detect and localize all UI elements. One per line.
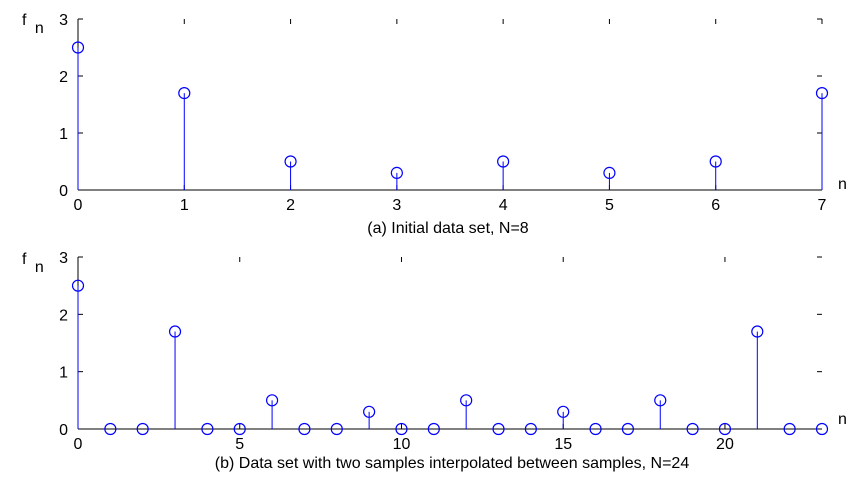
panel-a-plot: 0 1 2 3 0 1 2 3 4 5 6 7 — [59, 12, 829, 214]
panel-a-xlabel: n — [838, 176, 847, 193]
x-tick-label: 7 — [818, 197, 827, 214]
y-tick-label: 3 — [59, 12, 68, 29]
x-tick-label: 20 — [716, 436, 734, 453]
panel-b-ylabel: f n — [22, 251, 44, 276]
stem-marker — [71, 279, 85, 292]
stem-marker — [589, 422, 602, 436]
x-tick-label: 1 — [180, 197, 189, 214]
y-tick-label: 1 — [59, 126, 68, 143]
x-tick-label: 2 — [286, 197, 295, 214]
panel-a-ylabel-main: f — [22, 12, 27, 29]
y-tick-label: 0 — [59, 183, 68, 200]
panel-b-ylabel-main: f — [22, 251, 27, 268]
panel-a-caption: (a) Initial data set, N=8 — [367, 220, 529, 237]
panel-b-caption: (b) Data set with two samples interpolat… — [215, 455, 690, 472]
stem-marker — [298, 422, 311, 436]
stem-marker — [201, 422, 214, 436]
stem-marker — [621, 422, 635, 436]
y-tick-label: 2 — [59, 69, 68, 86]
stem-marker — [136, 422, 149, 436]
x-tick-label: 0 — [74, 436, 83, 453]
stem-marker — [427, 422, 440, 436]
stem-marker — [168, 325, 182, 338]
x-tick-label: 0 — [74, 197, 83, 214]
stem-marker — [524, 422, 537, 436]
stem-marker — [709, 155, 722, 168]
stem-marker — [233, 422, 246, 436]
stem-marker — [492, 422, 505, 436]
stem-marker — [178, 86, 191, 100]
stem-marker — [363, 405, 376, 418]
stem-marker — [460, 394, 473, 407]
panel-a: f n n 0 1 2 3 0 1 2 3 4 5 6 7 (a) Initial data set,… — [22, 12, 847, 237]
stem-marker — [497, 155, 510, 168]
y-tick-label: 2 — [59, 307, 68, 324]
panel-a-ylabel-sub: n — [35, 20, 44, 37]
stem-marker — [557, 405, 570, 418]
stem-marker — [654, 394, 667, 407]
stem-marker — [265, 394, 279, 407]
stem-marker — [718, 422, 732, 436]
x-tick-label: 3 — [392, 197, 401, 214]
y-tick-label: 1 — [59, 365, 68, 382]
x-tick-label: 6 — [711, 197, 720, 214]
stem-marker — [751, 325, 764, 338]
x-tick-label: 10 — [393, 436, 411, 453]
stem-marker — [783, 422, 796, 436]
stem-marker — [686, 422, 699, 436]
stem-marker — [815, 86, 829, 100]
panel-b: f n n 0 1 2 3 0 5 10 15 20 (b) Data set with two… — [22, 250, 847, 472]
y-tick-label: 3 — [59, 250, 68, 267]
stem-marker — [395, 422, 408, 436]
stem-marker — [390, 166, 403, 179]
panel-b-xlabel: n — [838, 411, 847, 428]
x-tick-label: 5 — [235, 436, 244, 453]
stem-marker — [815, 422, 829, 436]
stem-marker — [330, 422, 343, 436]
y-tick-label: 0 — [59, 422, 68, 439]
panel-b-ylabel-sub: n — [35, 259, 44, 276]
x-tick-label: 5 — [605, 197, 614, 214]
x-tick-label: 15 — [554, 436, 572, 453]
x-tick-label: 4 — [499, 197, 508, 214]
stem-marker — [71, 41, 85, 54]
stem-marker — [104, 422, 117, 436]
panel-b-plot: 0 1 2 3 0 5 10 15 20 — [59, 250, 829, 453]
panel-a-ylabel: f n — [22, 12, 44, 37]
stem-marker — [284, 155, 297, 168]
stem-marker — [603, 166, 616, 179]
